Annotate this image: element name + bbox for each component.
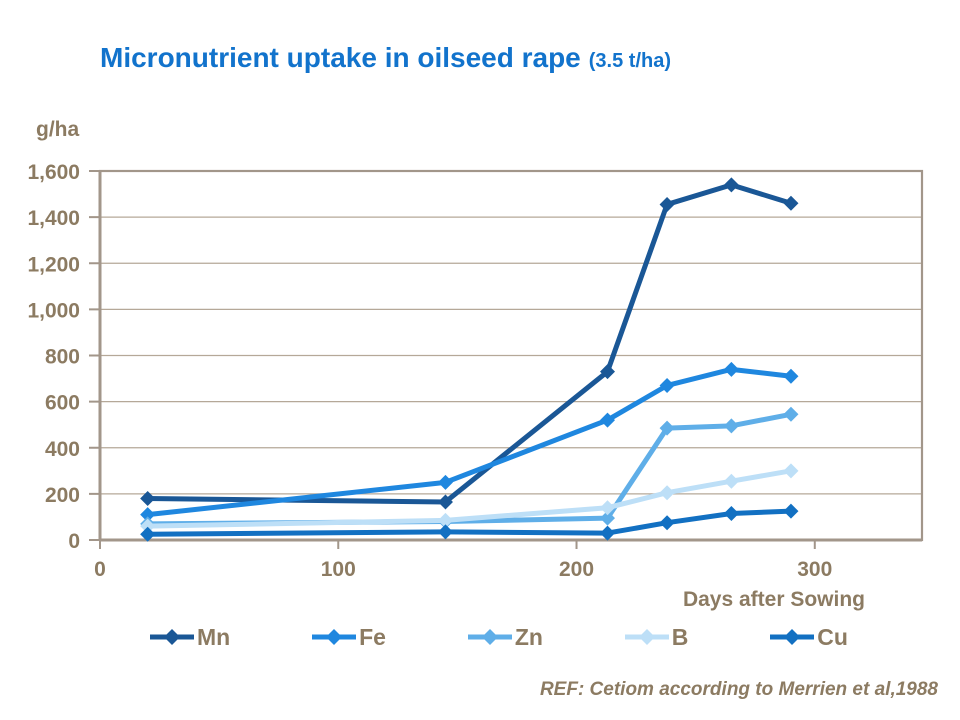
page-title-suffix: (3.5 t/ha)	[588, 50, 672, 72]
x-tick-label: 300	[797, 558, 832, 581]
y-tick-label: 400	[45, 438, 80, 461]
series-line-b	[145, 468, 794, 529]
legend-marker-icon	[150, 629, 194, 645]
data-point-mn	[659, 196, 675, 212]
data-point-fe	[659, 377, 675, 393]
page-title: Micronutrient uptake in oilseed rape (3.5…	[100, 42, 671, 74]
data-point-b	[140, 518, 156, 534]
legend-item-label: Mn	[197, 623, 231, 650]
data-point-mn	[783, 195, 799, 211]
legend-marker-icon	[312, 629, 357, 645]
page-title-main: Micronutrient uptake in oilseed rape	[100, 42, 581, 73]
data-point-b	[659, 485, 675, 501]
data-point-fe	[140, 507, 156, 523]
legend-item-fe: Fe	[310, 624, 386, 651]
y-tick-label: 0	[68, 530, 80, 553]
data-point-zn	[659, 420, 675, 436]
y-tick-label: 1,600	[27, 161, 80, 184]
data-point-mn	[723, 177, 739, 193]
data-point-b	[599, 500, 615, 516]
data-point-fe	[437, 474, 453, 490]
chart-legend: Mn Fe Zn B Cu	[148, 620, 848, 654]
legend-item-label: Cu	[817, 623, 848, 650]
legend-item-b: B	[623, 623, 689, 651]
data-point-cu	[659, 515, 675, 531]
data-point-cu	[783, 503, 799, 519]
series-line-cu	[145, 508, 794, 537]
y-tick-label: 800	[45, 346, 80, 369]
data-point-cu	[599, 525, 615, 541]
data-point-mn	[437, 494, 453, 510]
data-point-fe	[783, 368, 799, 384]
data-point-b	[437, 512, 453, 528]
y-tick-label: 1,200	[27, 253, 80, 276]
y-axis-unit-label: g/ha	[36, 118, 80, 141]
data-point-mn	[140, 490, 156, 506]
data-point-b	[723, 473, 739, 489]
y-tick-label: 200	[45, 484, 80, 507]
data-point-fe	[723, 361, 739, 377]
legend-marker-icon	[467, 629, 512, 645]
legend-item-label: Zn	[514, 623, 543, 650]
legend-item-cu: Cu	[768, 624, 848, 651]
data-point-zn	[599, 510, 615, 526]
x-tick-label: 0	[94, 558, 106, 581]
data-point-cu	[723, 505, 739, 521]
y-tick-label: 1,000	[27, 299, 80, 322]
series-line-zn	[145, 411, 794, 527]
data-point-zn	[723, 418, 739, 434]
x-axis-title: Days after Sowing	[682, 588, 865, 611]
legend-item-zn: Zn	[466, 624, 543, 651]
legend-marker-icon	[770, 629, 815, 645]
data-point-b	[783, 463, 799, 479]
y-tick-label: 600	[45, 392, 80, 415]
legend-item-label: B	[671, 623, 689, 650]
x-tick-label: 200	[559, 558, 594, 581]
data-point-cu	[437, 524, 453, 540]
series-line-mn	[145, 182, 794, 505]
legend-item-label: Fe	[359, 623, 386, 650]
data-point-cu	[140, 526, 156, 542]
data-point-mn	[599, 364, 615, 380]
data-point-zn	[783, 406, 799, 422]
legend-item-mn: Mn	[148, 624, 230, 651]
data-point-fe	[599, 412, 615, 428]
x-tick-label: 100	[321, 558, 356, 581]
y-tick-label: 1,400	[27, 207, 80, 230]
legend-marker-icon	[624, 629, 669, 645]
series-line-fe	[145, 366, 794, 518]
ref-citation: REF: Cetiom according to Merrien et al,1…	[539, 679, 938, 700]
